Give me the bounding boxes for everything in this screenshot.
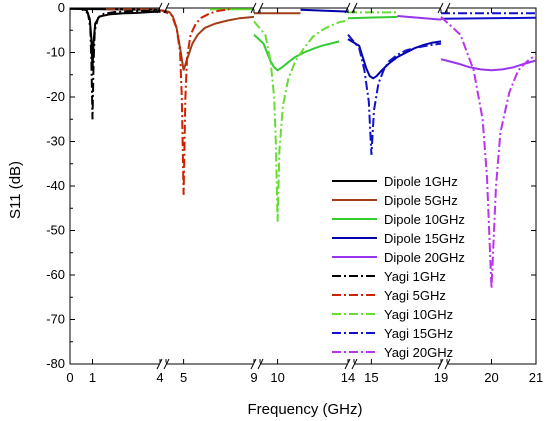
- top-trace-segment: [397, 15, 442, 21]
- top-trace-segment: [347, 15, 398, 20]
- legend-label: Dipole 10GHz: [384, 212, 465, 227]
- series-line-1: [159, 8, 255, 71]
- legend: Dipole 1GHz Dipole 5GHz Dipole 10GHz Dipole…: [332, 174, 465, 360]
- axis-break-gap: [160, 362, 166, 366]
- y-axis-title: S11 (dB): [7, 161, 24, 219]
- x-tick-label: 4: [156, 370, 163, 385]
- axis-break-mark: [344, 358, 351, 370]
- legend-label: Dipole 20GHz: [384, 250, 465, 265]
- axis-break-mark: [163, 358, 170, 370]
- axis-break-mark: [257, 358, 264, 370]
- series-layer: [70, 8, 536, 289]
- y-tick-label: -60: [46, 267, 65, 282]
- axis-break-gap: [441, 6, 447, 10]
- legend-label: Yagi 20GHz: [384, 345, 453, 360]
- x-tick-label: 5: [180, 370, 187, 385]
- y-tick-label: -70: [46, 312, 65, 327]
- legend-label: Dipole 5GHz: [384, 193, 458, 208]
- x-tick-label: 0: [66, 370, 73, 385]
- axis-break-mark: [444, 2, 451, 14]
- top-trace-segment: [440, 16, 536, 20]
- axis-break-mark: [437, 358, 444, 370]
- axis-break-mark: [250, 2, 257, 14]
- axis-break-mark: [437, 2, 444, 14]
- axis-break-mark: [444, 358, 451, 370]
- series-line-4: [440, 58, 536, 72]
- legend-label: Dipole 1GHz: [384, 174, 458, 189]
- y-tick-label: -20: [46, 89, 65, 104]
- x-tick-label: 20: [484, 370, 498, 385]
- y-tick-label: -30: [46, 134, 65, 149]
- axis-break-mark: [156, 2, 163, 14]
- legend-label: Dipole 15GHz: [384, 231, 465, 246]
- x-tick-label: 21: [529, 370, 543, 385]
- axis-break-mark: [351, 358, 358, 370]
- axis-layer: 0-10-20-30-40-50-60-70-800 1 4 5 9 10 14 15 19 20…: [46, 0, 543, 385]
- legend-label: Yagi 10GHz: [384, 307, 453, 322]
- axis-break-mark: [156, 358, 163, 370]
- x-tick-label: 9: [250, 370, 257, 385]
- x-tick-label: 1: [89, 370, 96, 385]
- legend-label: Yagi 5GHz: [384, 288, 446, 303]
- y-tick-label: -50: [46, 223, 65, 238]
- series-line-2: [253, 33, 340, 72]
- y-tick-label: -40: [46, 178, 65, 193]
- axis-break-mark: [344, 2, 351, 14]
- series-line-7: [253, 19, 349, 222]
- series-line-5: [70, 8, 161, 120]
- axis-break-gap: [348, 6, 354, 10]
- series-line-0: [70, 8, 161, 71]
- axis-break-gap: [254, 362, 260, 366]
- axis-break-gap: [441, 362, 447, 366]
- axis-break-mark: [163, 2, 170, 14]
- plot-border: [69, 7, 537, 365]
- y-tick-label: -80: [46, 356, 65, 371]
- x-tick-label: 14: [341, 370, 355, 385]
- axis-break-gap: [254, 6, 260, 10]
- axis-break-gap: [160, 6, 166, 10]
- plot-frame: [69, 7, 537, 365]
- y-tick-label: -10: [46, 45, 65, 60]
- series-line-8: [347, 34, 442, 155]
- series-line-6: [159, 8, 230, 195]
- x-tick-label: 10: [270, 370, 284, 385]
- axis-break-gap: [348, 362, 354, 366]
- series-line-9: [440, 16, 536, 289]
- x-tick-label: 19: [434, 370, 448, 385]
- axis-break-mark: [351, 2, 358, 14]
- legend-label: Yagi 1GHz: [384, 269, 446, 284]
- legend-label: Yagi 15GHz: [384, 326, 453, 341]
- x-tick-label: 15: [364, 370, 378, 385]
- axis-break-mark: [257, 2, 264, 14]
- top-trace-segment: [300, 8, 349, 13]
- axis-break-mark: [250, 358, 257, 370]
- x-axis-title: Frequency (GHz): [247, 401, 362, 418]
- y-tick-label: 0: [58, 0, 65, 15]
